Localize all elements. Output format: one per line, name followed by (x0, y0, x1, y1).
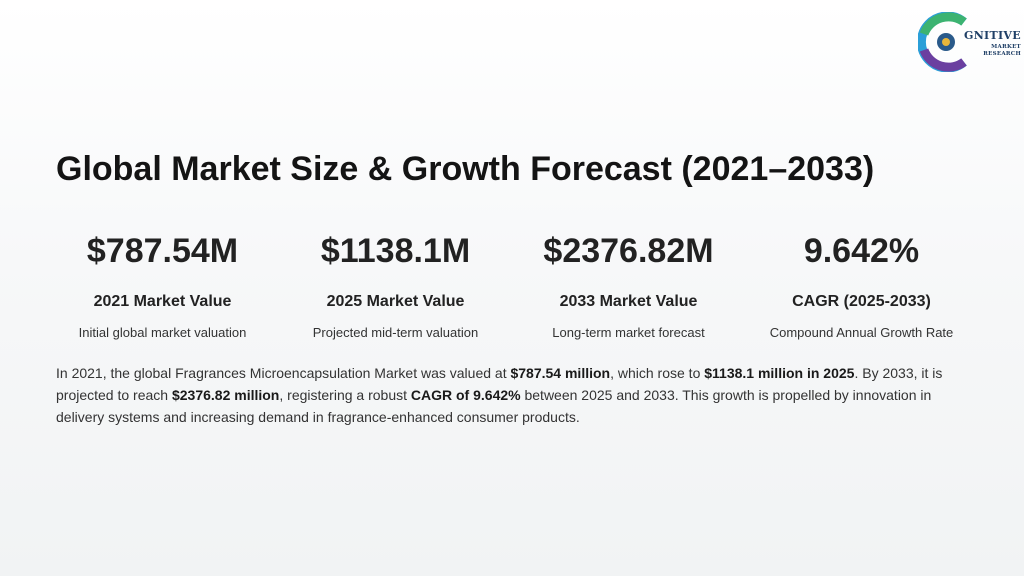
stat-label: 2025 Market Value (326, 293, 465, 310)
stat-cagr: 9.642% CAGR (2025-2033) Compound Annual … (745, 228, 978, 341)
stat-2025-market-value: $1138.1M 2025 Market Value Projected mid… (279, 228, 512, 341)
stat-value: $1138.1M (320, 232, 471, 270)
summary-text: , which rose to (610, 365, 705, 381)
summary-paragraph: In 2021, the global Fragrances Microenca… (56, 362, 968, 428)
stat-2021-market-value: $787.54M 2021 Market Value Initial globa… (46, 228, 279, 341)
stat-label: CAGR (2025-2033) (792, 293, 931, 310)
summary-text: In 2021, the global Fragrances Microenca… (56, 365, 511, 381)
stats-row: $787.54M 2021 Market Value Initial globa… (46, 228, 978, 348)
stat-description: Projected mid-term valuation (312, 325, 479, 340)
stat-description: Initial global market valuation (78, 325, 247, 340)
stat-description: Long-term market forecast (552, 325, 705, 340)
logo-main-text: GNITIVE (964, 29, 1021, 42)
logo-wordmark: GNITIVE MARKET RESEARCH (964, 30, 1021, 57)
summary-text: , registering a robust (279, 387, 411, 403)
stat-label: 2021 Market Value (93, 293, 232, 310)
cognitive-market-research-logo: GNITIVE MARKET RESEARCH (918, 12, 1021, 72)
summary-highlight: CAGR of 9.642% (410, 387, 521, 403)
stat-description: Compound Annual Growth Rate (769, 325, 954, 340)
page-title: Global Market Size & Growth Forecast (20… (56, 150, 875, 188)
stat-value: $2376.82M (543, 232, 714, 270)
stat-value: 9.642% (803, 232, 920, 270)
logo-c-icon (918, 12, 967, 72)
stat-value: $787.54M (86, 232, 239, 270)
logo-sub-line1: MARKET (991, 44, 1021, 50)
summary-highlight: $787.54 million (510, 365, 611, 381)
summary-highlight: $1138.1 million in 2025 (704, 365, 855, 381)
stat-label: 2033 Market Value (559, 293, 698, 310)
summary-text: between 2025 and 2033. This growth is pr… (56, 387, 932, 425)
logo-sub-line2: RESEARCH (983, 50, 1021, 57)
summary-highlight: $2376.82 million (171, 387, 280, 403)
logo-sub-text: MARKET RESEARCH (964, 44, 1021, 57)
summary-text: . By 2033, it is projected to reach (56, 365, 943, 403)
stat-2033-market-value: $2376.82M 2033 Market Value Long-term ma… (512, 228, 745, 341)
